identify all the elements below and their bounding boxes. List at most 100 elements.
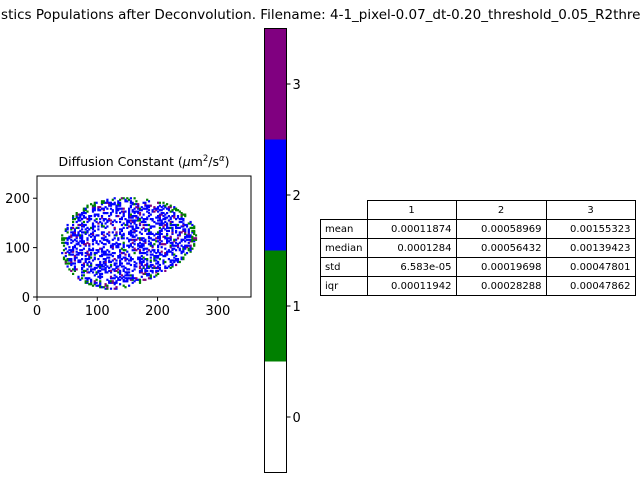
map-pixel bbox=[128, 209, 131, 212]
map-pixel bbox=[146, 198, 149, 201]
map-pixel bbox=[185, 225, 189, 228]
map-pixel bbox=[158, 263, 161, 267]
map-pixel bbox=[189, 247, 192, 250]
map-pixel bbox=[129, 197, 132, 200]
map-pixel bbox=[147, 235, 151, 238]
map-x-axis: 0 100 200 300 bbox=[33, 297, 230, 319]
map-pixel bbox=[189, 222, 192, 225]
map-pixel bbox=[146, 250, 149, 253]
map-pixel bbox=[90, 249, 93, 252]
map-pixel bbox=[81, 213, 84, 216]
map-pixel bbox=[106, 200, 109, 203]
map-pixel bbox=[61, 234, 64, 237]
map-pixel bbox=[68, 252, 71, 255]
map-pixel bbox=[100, 268, 104, 271]
map-pixel bbox=[119, 220, 122, 224]
map-pixel bbox=[117, 207, 120, 210]
map-pixel bbox=[180, 218, 183, 221]
map-pixel bbox=[158, 241, 161, 244]
map-pixel bbox=[62, 258, 66, 261]
map-pixel bbox=[160, 220, 163, 224]
map-pixel bbox=[153, 250, 156, 253]
map-pixel bbox=[109, 201, 113, 204]
map-pixel bbox=[73, 265, 76, 268]
map-pixel bbox=[102, 250, 105, 253]
map-pixel bbox=[82, 216, 85, 219]
map-pixel bbox=[124, 277, 127, 280]
map-pixel bbox=[131, 228, 134, 231]
map-pixel bbox=[173, 206, 176, 209]
map-pixel bbox=[189, 235, 192, 238]
map-pixel bbox=[79, 260, 82, 264]
map-pixel bbox=[113, 274, 116, 277]
map-pixel bbox=[84, 277, 87, 280]
map-pixel bbox=[182, 229, 185, 232]
map-pixel bbox=[119, 278, 122, 281]
map-pixel bbox=[135, 234, 138, 237]
column-header: 2 bbox=[455, 200, 547, 220]
map-pixel bbox=[117, 278, 120, 281]
map-pixel bbox=[171, 249, 174, 252]
map-pixel bbox=[140, 269, 143, 272]
map-pixel bbox=[120, 262, 123, 265]
map-pixel bbox=[185, 252, 189, 255]
map-pixel bbox=[111, 210, 114, 213]
map-pixel bbox=[122, 265, 125, 268]
map-pixel bbox=[91, 210, 95, 213]
map-pixel bbox=[158, 219, 161, 222]
map-pixel bbox=[68, 268, 71, 271]
map-pixel bbox=[180, 244, 183, 247]
map-pixel bbox=[153, 259, 156, 262]
map-pixel bbox=[100, 247, 104, 250]
map-pixel bbox=[158, 252, 161, 255]
map-pixel bbox=[157, 272, 160, 275]
map-pixel bbox=[155, 271, 158, 274]
map-pixel bbox=[100, 265, 104, 268]
map-pixel bbox=[184, 232, 187, 235]
map-pixel bbox=[81, 223, 84, 227]
map-pixel bbox=[95, 281, 98, 284]
map-pixel bbox=[142, 226, 145, 229]
map-pixel bbox=[126, 262, 129, 265]
map-pixel bbox=[187, 241, 190, 244]
map-pixel bbox=[173, 207, 176, 210]
map-pixel bbox=[70, 269, 73, 272]
map-pixel bbox=[81, 237, 84, 240]
map-pixel bbox=[73, 228, 76, 231]
map-pixel bbox=[182, 223, 185, 227]
map-pixel bbox=[164, 206, 167, 209]
map-pixel bbox=[122, 210, 125, 213]
map-pixel bbox=[128, 255, 131, 258]
map-pixel bbox=[119, 283, 122, 286]
map-pixel bbox=[77, 219, 80, 222]
map-pixel bbox=[173, 212, 176, 215]
map-pixel bbox=[184, 223, 187, 227]
map-pixel bbox=[93, 235, 96, 238]
map-pixel bbox=[70, 260, 73, 264]
map-pixel bbox=[137, 218, 140, 221]
map-pixel bbox=[169, 266, 172, 269]
map-pixel bbox=[158, 218, 161, 221]
map-pixel bbox=[62, 244, 66, 247]
map-pixel bbox=[166, 212, 169, 215]
map-pixel bbox=[157, 250, 160, 253]
map-pixel bbox=[128, 219, 131, 222]
map-pixel bbox=[109, 265, 113, 268]
map-pixel bbox=[153, 243, 156, 246]
map-pixel bbox=[135, 203, 138, 206]
map-pixel bbox=[135, 215, 138, 218]
map-pixel bbox=[133, 235, 136, 238]
map-pixel bbox=[178, 232, 181, 235]
map-pixel bbox=[117, 204, 120, 207]
map-pixel bbox=[133, 229, 136, 232]
map-pixel bbox=[138, 262, 142, 265]
map-pixel bbox=[119, 259, 122, 262]
map-pixel bbox=[91, 238, 95, 241]
map-pixel bbox=[122, 249, 125, 252]
map-pixel bbox=[166, 253, 169, 256]
map-pixel bbox=[91, 226, 95, 229]
map-pixel bbox=[157, 237, 160, 240]
map-pixel bbox=[120, 247, 123, 250]
map-pixel bbox=[81, 274, 84, 277]
map-pixel bbox=[93, 268, 96, 271]
